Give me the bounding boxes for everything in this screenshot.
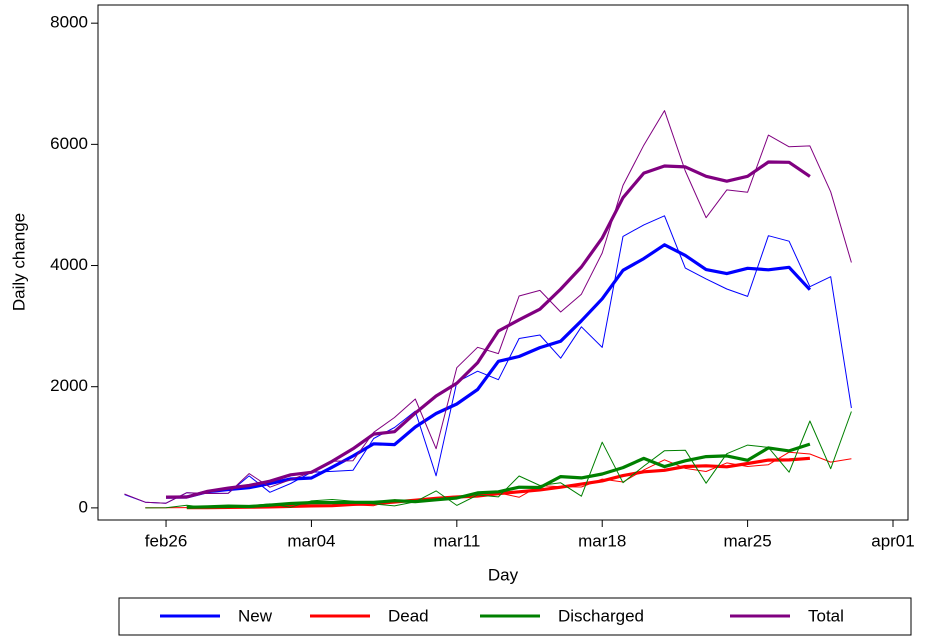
plot-frame [97, 4, 909, 521]
legend-label: Discharged [558, 606, 644, 625]
x-tick-label: apr01 [871, 531, 914, 550]
y-tick-label: 0 [79, 497, 88, 516]
y-tick-label: 6000 [50, 134, 88, 153]
legend-box [118, 597, 912, 636]
legend-label: Dead [388, 606, 429, 625]
x-tick-label: mar11 [433, 531, 480, 550]
y-axis-label: Daily change [9, 213, 28, 311]
y-tick-label: 4000 [50, 255, 88, 274]
x-tick-label: mar04 [287, 531, 335, 550]
x-tick-label: mar18 [578, 531, 626, 550]
smoothed-line [186, 442, 811, 509]
smoothed-line [186, 456, 811, 510]
x-tick-label: mar25 [724, 531, 772, 550]
legend-label: Total [808, 606, 844, 625]
x-tick-label: feb26 [145, 531, 188, 550]
smoothed-line [165, 243, 812, 499]
daily-line [124, 110, 852, 504]
legend-label: New [238, 606, 273, 625]
smoothed-line [165, 160, 811, 499]
y-tick-label: 2000 [50, 376, 88, 395]
x-axis-label: Day [488, 565, 519, 584]
y-tick-label: 8000 [50, 13, 88, 32]
